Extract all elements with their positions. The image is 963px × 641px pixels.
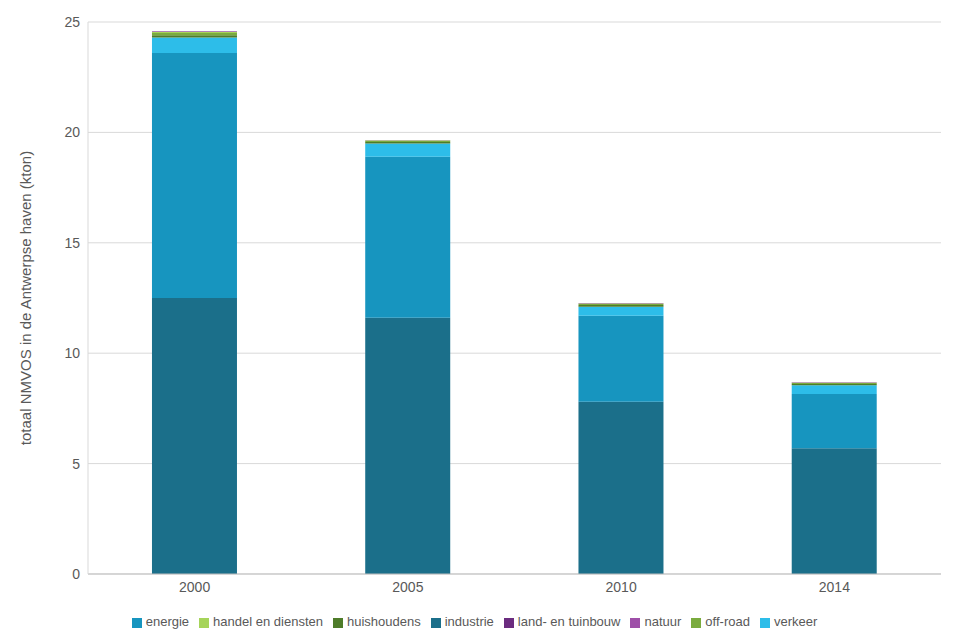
svg-text:0: 0 bbox=[72, 566, 80, 582]
svg-text:25: 25 bbox=[64, 14, 80, 30]
svg-text:2005: 2005 bbox=[392, 579, 423, 595]
html-text:verkeer: verkeer bbox=[773, 614, 818, 629]
svg-text:20: 20 bbox=[64, 124, 80, 140]
svg-text:2010: 2010 bbox=[606, 579, 637, 595]
svg-text:5: 5 bbox=[72, 456, 80, 472]
svg-text:15: 15 bbox=[64, 235, 80, 251]
svg-text:10: 10 bbox=[64, 345, 80, 361]
html-text:huishoudens: huishoudens bbox=[347, 614, 421, 629]
svg-text:totaal NMVOS in de Antwerpse h: totaal NMVOS in de Antwerpse haven (kton… bbox=[17, 151, 34, 445]
html-text:energie: energie bbox=[145, 614, 190, 629]
svg-text:2000: 2000 bbox=[179, 579, 210, 595]
svg-text:2014: 2014 bbox=[819, 579, 850, 595]
html-text:off-road: off-road bbox=[705, 614, 750, 629]
html-text:natuur: natuur bbox=[644, 614, 682, 629]
html-text:handel en diensten: handel en diensten bbox=[213, 614, 323, 629]
html-text:industrie: industrie bbox=[444, 614, 494, 629]
html-text:land- en tuinbouw: land- en tuinbouw bbox=[517, 614, 621, 629]
